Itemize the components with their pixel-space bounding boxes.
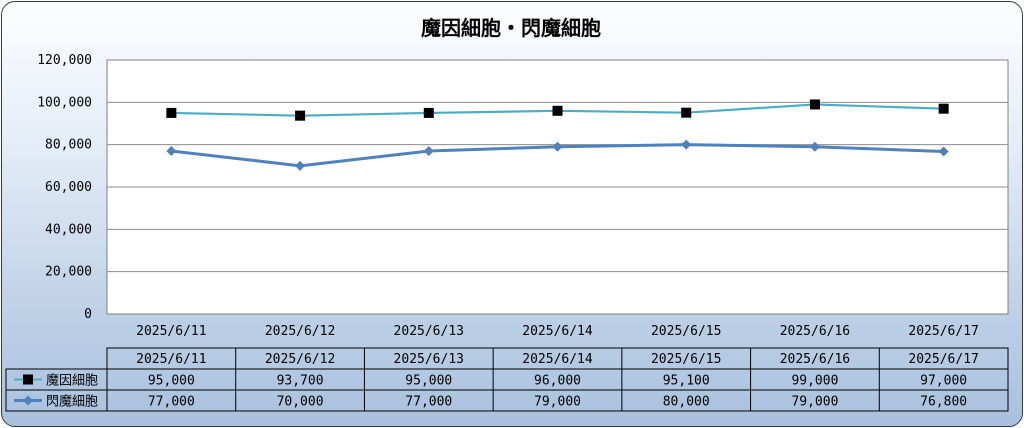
- data-point: [295, 160, 306, 171]
- data-point: [166, 146, 177, 157]
- gridlines: [107, 101, 1008, 273]
- table-value-cell: 77,000: [148, 395, 195, 410]
- y-tick-label: 20,000: [45, 265, 92, 280]
- x-tick-label: 2025/6/17: [908, 324, 978, 339]
- legend-label: 閃魔細胞: [46, 395, 98, 410]
- legend-marker: [23, 374, 33, 385]
- table-value-cell: 99,000: [791, 374, 838, 389]
- x-tick-label: 2025/6/14: [522, 324, 593, 339]
- data-point: [938, 103, 949, 114]
- table-value-cell: 76,800: [920, 395, 967, 410]
- table-value-cell: 70,000: [277, 395, 324, 410]
- table-value-cell: 95,100: [663, 374, 710, 389]
- legend-marker: [23, 395, 33, 406]
- table-header-cell: 2025/6/16: [780, 352, 850, 367]
- table-header-cell: 2025/6/17: [908, 352, 978, 367]
- y-tick-label: 120,000: [37, 53, 92, 68]
- data-point: [166, 107, 177, 118]
- x-tick-label: 2025/6/13: [394, 324, 464, 339]
- data-point: [681, 139, 692, 150]
- series-layer: [166, 99, 949, 171]
- series-1: [166, 99, 949, 121]
- table-value-cell: 80,000: [663, 395, 710, 410]
- data-point: [552, 105, 563, 116]
- y-tick-label: 60,000: [45, 180, 92, 195]
- data-point: [423, 146, 434, 157]
- table-header-cell: 2025/6/15: [651, 352, 721, 367]
- table-value-cell: 77,000: [405, 395, 452, 410]
- data-point: [809, 99, 820, 110]
- data-point: [938, 146, 949, 157]
- table-value-cell: 79,000: [791, 395, 838, 410]
- series-2: [166, 139, 949, 171]
- table-value-cell: 79,000: [534, 395, 581, 410]
- table-header-cell: 2025/6/14: [522, 352, 593, 367]
- chart-title: 魔因細胞・閃魔細胞: [421, 16, 601, 40]
- y-tick-label: 0: [84, 307, 92, 322]
- y-tick-label: 100,000: [37, 95, 92, 110]
- data-point: [809, 141, 820, 152]
- x-tick-label: 2025/6/11: [136, 324, 206, 339]
- data-table: 2025/6/11 2025/6/12 2025/6/13 2025/6/14 2025…: [5, 347, 1009, 412]
- data-point: [681, 107, 692, 118]
- data-point: [295, 110, 306, 121]
- x-axis-ticks: 2025/6/11 2025/6/12 2025/6/13 2025/6/14 2025…: [136, 324, 979, 339]
- table-value-cell: 95,000: [405, 374, 452, 389]
- table-value-cell: 93,700: [277, 374, 324, 389]
- table-header-cell: 2025/6/13: [394, 352, 464, 367]
- x-tick-label: 2025/6/15: [651, 324, 721, 339]
- legend-label: 魔因細胞: [46, 374, 98, 389]
- y-axis-ticks: 0 20,000 40,000 60,000 80,000 100,000 120,000: [37, 53, 92, 322]
- data-point: [423, 107, 434, 118]
- table-value-cell: 97,000: [920, 374, 967, 389]
- x-tick-label: 2025/6/16: [780, 324, 850, 339]
- table-header-cell: 2025/6/12: [265, 352, 335, 367]
- table-value-cell: 96,000: [534, 374, 581, 389]
- table-header-cell: 2025/6/11: [136, 352, 206, 367]
- data-point: [552, 141, 563, 152]
- y-tick-label: 40,000: [45, 222, 92, 237]
- x-tick-label: 2025/6/12: [265, 324, 335, 339]
- y-tick-label: 80,000: [45, 138, 92, 153]
- table-value-cell: 95,000: [148, 374, 195, 389]
